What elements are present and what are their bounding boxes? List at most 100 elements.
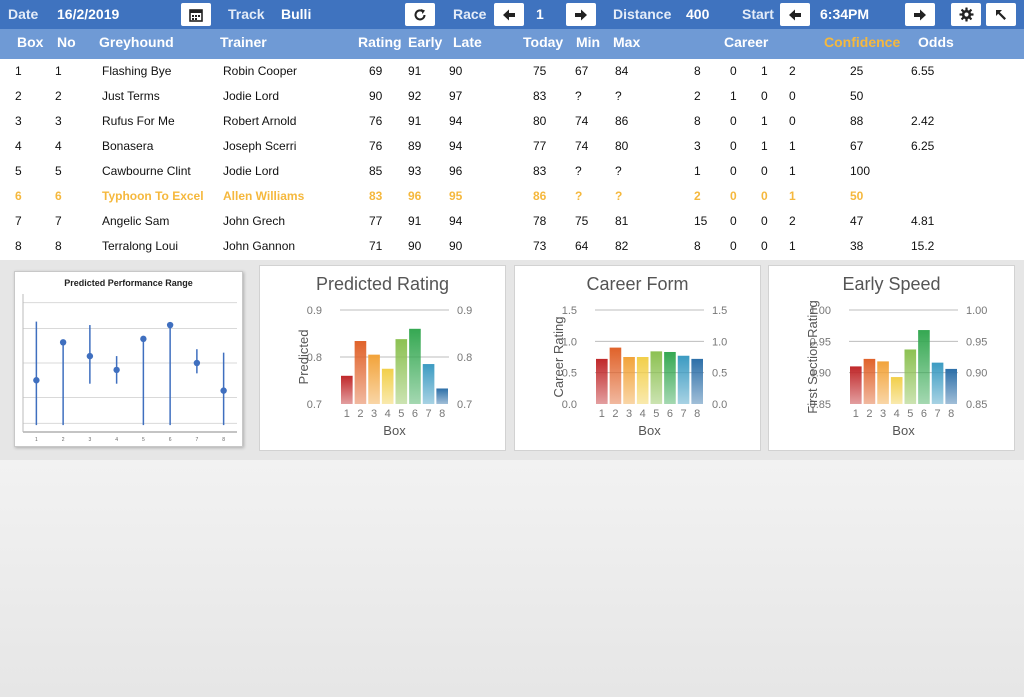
- y-tick-label: 1.5: [562, 305, 577, 317]
- calendar-button[interactable]: [181, 3, 211, 26]
- table-row[interactable]: 2 2 Just Terms Jodie Lord 90 92 97 83 ? …: [0, 84, 1024, 109]
- bar-box-6: [409, 328, 421, 404]
- x-tick-label: 5: [142, 437, 145, 443]
- table-row[interactable]: 1 1 Flashing Bye Robin Cooper 69 91 90 7…: [0, 59, 1024, 84]
- col-odds[interactable]: Odds: [918, 34, 954, 50]
- cell-no: 5: [55, 164, 62, 178]
- cell-confidence: 100: [850, 164, 871, 178]
- gear-icon: [958, 7, 974, 22]
- x-tick-label: 4: [115, 437, 118, 443]
- cell-rating: 83: [369, 189, 383, 203]
- col-today[interactable]: Today: [523, 34, 564, 50]
- col-rating[interactable]: Rating: [358, 34, 402, 50]
- cell-odds: 4.81: [911, 214, 935, 228]
- exit-button[interactable]: [986, 3, 1016, 26]
- cell-min: 67: [575, 64, 589, 78]
- cell-min: ?: [575, 189, 583, 203]
- y2-tick-label: 1.00: [966, 305, 987, 317]
- x-tick-label: 6: [667, 408, 673, 420]
- cell-career-1: 3: [694, 139, 701, 153]
- cell-greyhound: Bonasera: [102, 139, 154, 153]
- table-row-selected[interactable]: 6 6 Typhoon To Excel Allen Williams 83 9…: [0, 184, 1024, 209]
- range-point: [193, 359, 201, 367]
- y-tick-label: 0.0: [562, 399, 577, 411]
- bar-box-4: [890, 377, 903, 404]
- predicted-rating-chart: 0.7 0.7 0.8 0.8 0.9 0.9 1 2 3 4 5 6 7 8 Box Predicted: [296, 305, 472, 438]
- col-confidence[interactable]: Confidence: [824, 34, 901, 50]
- chart-title: Predicted Rating: [315, 274, 450, 294]
- x-tick-label: 5: [907, 408, 913, 420]
- x-tick-label: 4: [640, 408, 646, 420]
- range-point: [140, 335, 147, 343]
- col-no[interactable]: No: [57, 34, 76, 50]
- race-next-button[interactable]: [566, 3, 596, 26]
- arrow-right-icon: [914, 9, 926, 20]
- bar-box-1: [850, 366, 862, 404]
- table-row[interactable]: 4 4 Bonasera Joseph Scerri 76 89 94 77 7…: [0, 134, 1024, 159]
- cell-late: 97: [449, 89, 463, 103]
- career-form-card: Career Form 0.0 0.0 0.5 0.5 1.0 1.0 1.5 1.5 1 2 3 4…: [514, 265, 761, 451]
- cell-confidence: 67: [850, 139, 864, 153]
- cell-no: 3: [55, 114, 62, 128]
- bar-box-8: [436, 388, 448, 404]
- cell-no: 4: [55, 139, 62, 153]
- col-box[interactable]: Box: [17, 34, 44, 50]
- table-row[interactable]: 3 3 Rufus For Me Robert Arnold 76 91 94 …: [0, 109, 1024, 134]
- col-trainer[interactable]: Trainer: [220, 34, 267, 50]
- x-tick-label: 8: [694, 408, 700, 420]
- cell-box: 4: [15, 139, 22, 153]
- col-greyhound[interactable]: Greyhound: [99, 34, 174, 50]
- table-row[interactable]: 8 8 Terralong Loui John Gannon 71 90 90 …: [0, 234, 1024, 259]
- x-tick-label: 4: [894, 408, 900, 420]
- y-tick-label: 0.7: [307, 399, 322, 411]
- refresh-button[interactable]: [405, 3, 435, 26]
- cell-confidence: 50: [850, 89, 864, 103]
- cell-trainer: Jodie Lord: [223, 89, 280, 103]
- y2-tick-label: 0.85: [966, 399, 987, 411]
- col-max[interactable]: Max: [613, 34, 641, 50]
- cell-late: 94: [449, 214, 463, 228]
- race-label: Race: [453, 6, 487, 22]
- settings-button[interactable]: [951, 3, 981, 26]
- x-tick-label: 2: [612, 408, 618, 420]
- x-tick-label: 1: [853, 408, 859, 420]
- y2-tick-label: 0.9: [457, 305, 472, 317]
- x-tick-label: 1: [344, 408, 350, 420]
- start-next-button[interactable]: [905, 3, 935, 26]
- race-prev-button[interactable]: [494, 3, 524, 26]
- cell-career-1: 1: [694, 164, 701, 178]
- cell-greyhound: Angelic Sam: [102, 214, 170, 228]
- x-tick-label: 8: [222, 437, 225, 443]
- y2-tick-label: 0.7: [457, 399, 472, 411]
- cell-today: 80: [533, 114, 547, 128]
- cell-box: 7: [15, 214, 22, 228]
- cell-career-4: 0: [789, 114, 796, 128]
- col-early[interactable]: Early: [408, 34, 443, 50]
- table-row[interactable]: 5 5 Cawbourne Clint Jodie Lord 85 93 96 …: [0, 159, 1024, 184]
- col-min[interactable]: Min: [576, 34, 601, 50]
- cell-career-2: 0: [730, 214, 737, 228]
- cell-career-1: 15: [694, 214, 708, 228]
- runners-table: 1 1 Flashing Bye Robin Cooper 69 91 90 7…: [0, 59, 1024, 260]
- cell-career-1: 8: [694, 64, 701, 78]
- cell-career-2: 1: [730, 89, 737, 103]
- chart-title: Predicted Performance Range: [64, 278, 193, 288]
- col-career[interactable]: Career: [724, 34, 769, 50]
- table-row[interactable]: 7 7 Angelic Sam John Grech 77 91 94 78 7…: [0, 209, 1024, 234]
- cell-min: 64: [575, 239, 589, 253]
- bar-box-5: [395, 339, 408, 404]
- x-tick-label: 2: [357, 408, 363, 420]
- cell-today: 83: [533, 89, 547, 103]
- cell-greyhound: Terralong Loui: [102, 239, 179, 253]
- refresh-icon: [414, 8, 426, 20]
- bar-box-4: [636, 357, 649, 404]
- col-late[interactable]: Late: [453, 34, 482, 50]
- cell-max: ?: [615, 164, 622, 178]
- chart-title: Career Form: [586, 274, 689, 294]
- x-tick-label: 3: [626, 408, 632, 420]
- cell-min: ?: [575, 89, 582, 103]
- start-prev-button[interactable]: [780, 3, 810, 26]
- x-tick-label: 6: [412, 408, 418, 420]
- cell-today: 83: [533, 164, 547, 178]
- cell-greyhound: Cawbourne Clint: [102, 164, 191, 178]
